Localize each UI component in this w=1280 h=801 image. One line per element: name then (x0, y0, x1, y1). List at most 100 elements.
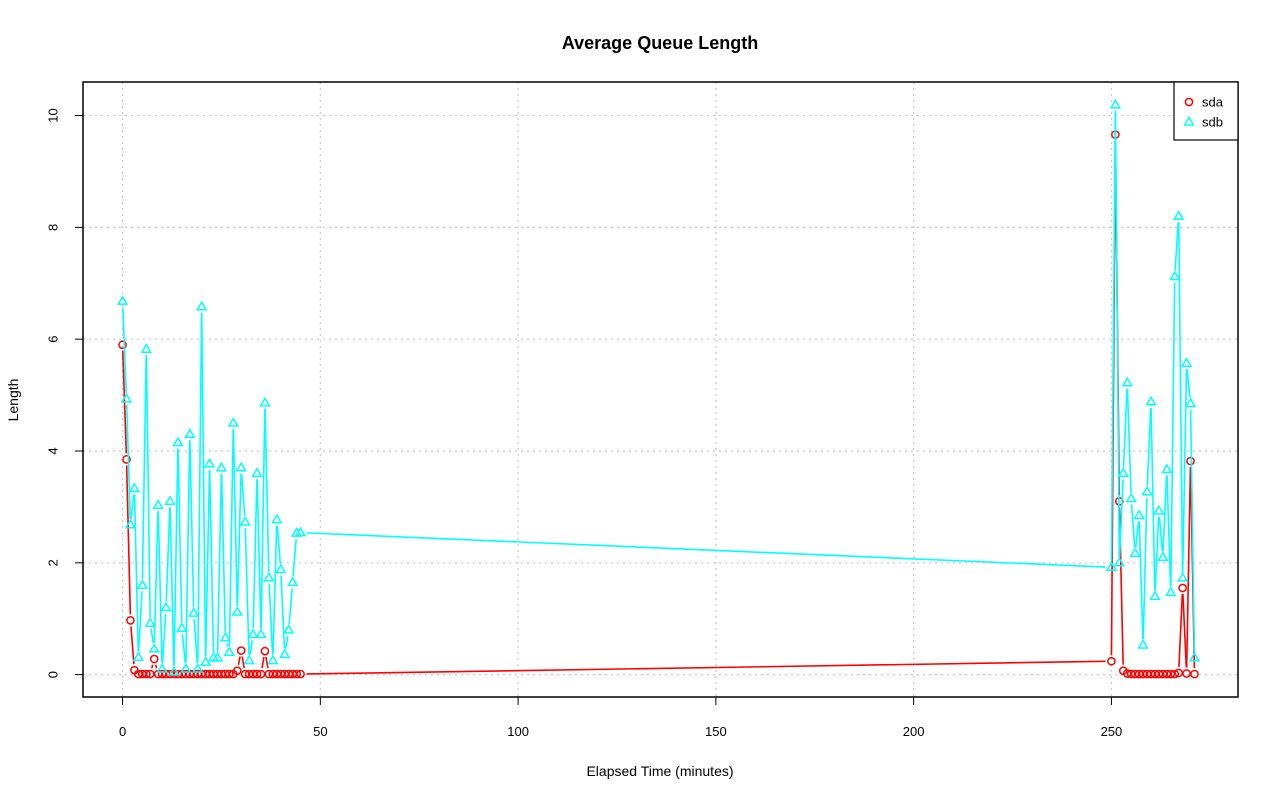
sdb-point (199, 656, 212, 667)
sdb-point (275, 563, 287, 574)
sdb-point (180, 662, 192, 673)
sdb-line-segment (137, 591, 143, 652)
sdb-point (1113, 556, 1126, 567)
sdb-line-segment (1118, 479, 1124, 557)
sdb-point (231, 605, 243, 616)
sdb-point (172, 436, 184, 447)
sdb-line-segment (228, 429, 235, 647)
sda-point (1166, 669, 1176, 679)
sda-line-segment (306, 660, 1106, 675)
sdb-point (227, 416, 239, 427)
sdb-point (247, 628, 259, 639)
sdb-line-segment (185, 440, 191, 664)
grid (83, 82, 1238, 697)
sdb-line-segment (133, 494, 140, 652)
y-tick-label: 8 (46, 224, 61, 231)
sda-line-segment (130, 626, 135, 665)
sdb-point (168, 665, 180, 676)
chart-title: Average Queue Length (562, 33, 758, 53)
sdb-point (1137, 638, 1149, 649)
y-tick-label: 0 (46, 671, 61, 678)
sdb-point (1188, 651, 1201, 662)
sdb-line-segment (1146, 407, 1152, 486)
sdb-point (1117, 467, 1129, 478)
x-tick-label: 200 (903, 724, 925, 739)
sda-point (1178, 583, 1187, 593)
sdb-point (1149, 590, 1161, 601)
sda-point (118, 340, 127, 350)
sdb-line-segment (288, 588, 293, 624)
sdb-line-segment (232, 429, 238, 607)
sdb-line-segment (189, 440, 195, 608)
sda-line-segment (1182, 593, 1188, 668)
sdb-line-segment (1114, 110, 1121, 557)
sdb-point (1169, 270, 1181, 281)
sdb-point (263, 571, 275, 582)
sdb-point (1173, 210, 1185, 220)
sdb-point (243, 654, 255, 665)
sda-line-segment (241, 656, 245, 669)
sdb-line-segment (256, 479, 262, 629)
y-tick-label: 2 (46, 559, 61, 566)
sdb-line-segment (272, 525, 278, 655)
sdb-point (116, 295, 129, 305)
sdb-point (211, 651, 224, 662)
sdb-point (239, 515, 251, 526)
sdb-line-segment (208, 469, 215, 652)
sdb-point (136, 579, 148, 589)
sdb-point (132, 651, 145, 662)
sda-point (1170, 669, 1180, 679)
sdb-point (1105, 561, 1118, 572)
sdb-line-segment (226, 643, 229, 647)
x-tick-label: 250 (1101, 724, 1123, 739)
sdb-line-segment (173, 448, 179, 666)
sdb-line-segment (280, 575, 286, 649)
sda-point (1190, 669, 1199, 679)
sdb-line-segment (252, 479, 258, 629)
sdb-line-segment (1177, 222, 1184, 572)
sdb-point (267, 654, 279, 665)
sdb-point (1157, 551, 1169, 561)
sda-point (225, 669, 234, 679)
sda-line-segment (1178, 593, 1184, 668)
y-tick-label: 6 (46, 336, 61, 343)
sdb-point (184, 428, 196, 438)
sdb-line-segment (145, 355, 151, 618)
sdb-line-segment (1158, 516, 1164, 552)
sda-line-segment (125, 465, 132, 615)
sdb-line-segment (292, 539, 297, 577)
legend-marker-sda (1184, 97, 1194, 107)
sdb-line-segment (200, 312, 207, 657)
sdb-line-segment (1154, 516, 1160, 591)
sdb-line-segment (121, 307, 128, 394)
y-tick-label: 4 (46, 447, 61, 454)
sdb-line-segment (1134, 521, 1140, 548)
sda-point (1186, 456, 1195, 466)
x-axis-label: Elapsed Time (minutes) (586, 763, 733, 779)
legend: sda sdb (1173, 81, 1239, 141)
sdb-point (294, 526, 307, 537)
sda-point (252, 669, 262, 679)
sdb-line-segment (1181, 369, 1188, 572)
sdb-line-segment (284, 635, 289, 649)
sdb-point (1141, 485, 1153, 496)
sdb-line-segment (1142, 497, 1148, 640)
sdb-line-segment (1110, 110, 1117, 562)
sda-point (292, 669, 301, 679)
sdb-point (286, 576, 299, 587)
sdb-line-segment (150, 629, 155, 644)
sdb-line-segment (165, 507, 171, 602)
sda-line-segment (1185, 467, 1192, 668)
sdb-point (1165, 586, 1177, 597)
series-sda (118, 130, 1199, 679)
axes: 0 50 100 150 200 250 0 2 4 6 8 10 (46, 108, 1123, 739)
sdb-line-segment (249, 640, 253, 655)
sdb-point (1125, 492, 1137, 503)
sdb-line-segment (1122, 388, 1128, 468)
sdb-line-segment (1166, 475, 1172, 587)
legend-label-sdb: sdb (1202, 115, 1223, 130)
sdb-line-segment (240, 473, 246, 517)
sda-line-segment (261, 656, 265, 669)
sdb-point (124, 518, 137, 529)
